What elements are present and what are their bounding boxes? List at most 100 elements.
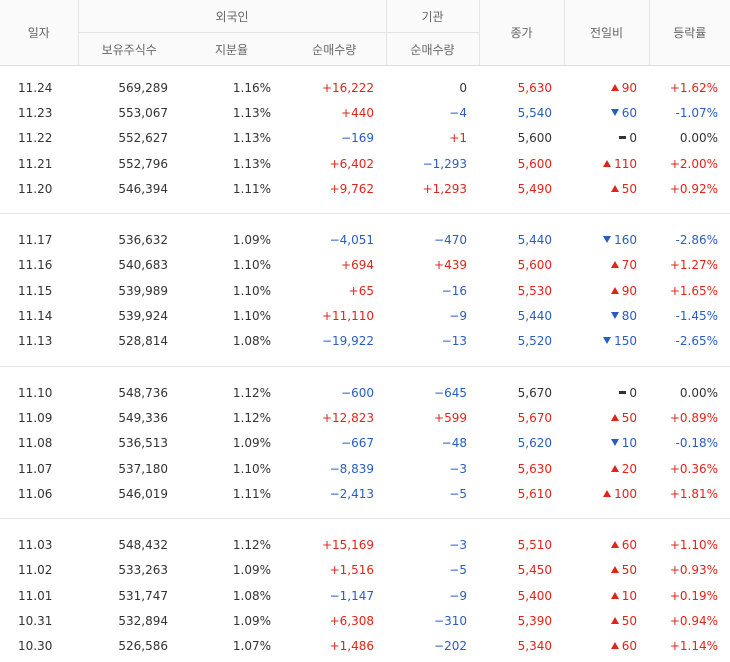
close-price-cell: 5,600: [517, 258, 552, 273]
institution-net-cell: −1,293: [422, 156, 467, 171]
header-rate: 등락률: [648, 0, 730, 66]
table-row: 11.06 546,019 1.11% −2,413 −5 5,610 100 +1.81%: [0, 481, 730, 506]
holdings-cell: 537,180: [118, 461, 168, 476]
date-cell: 11.21: [18, 156, 53, 171]
change-value: 70: [621, 258, 637, 273]
header-close: 종가: [478, 0, 564, 66]
up-arrow-icon: [610, 261, 619, 269]
close-price-cell: 5,630: [517, 461, 552, 476]
holdings-cell: 539,924: [118, 309, 168, 324]
change-value: 100: [614, 486, 637, 501]
change-cell: 150: [564, 329, 649, 354]
up-arrow-icon: [610, 184, 619, 192]
change-value: 110: [614, 156, 637, 171]
foreign-net-cell: +1,486: [329, 639, 374, 654]
rate-cell: +0.36%: [669, 461, 718, 476]
table-row: 11.24 569,289 1.16% +16,222 0 5,630 90 +1.62%: [0, 75, 730, 100]
table-row: 11.10 548,736 1.12% −600 −645 5,670 0 0.00%: [0, 380, 730, 405]
foreign-net-cell: −600: [341, 385, 374, 400]
foreign-net-cell: +15,169: [321, 538, 374, 553]
change-value: 20: [621, 461, 637, 476]
rate-cell: 0.00%: [679, 385, 718, 400]
header-institution: 기관: [385, 0, 479, 33]
holdings-cell: 552,627: [118, 131, 168, 146]
change-value: 60: [621, 538, 637, 553]
change-cell: 50: [564, 405, 649, 430]
change-cell: 60: [564, 634, 649, 659]
change-cell: 0: [564, 380, 649, 405]
share-ratio-cell: 1.08%: [232, 588, 271, 603]
foreign-net-cell: +65: [348, 283, 374, 298]
change-cell: 50: [564, 608, 649, 633]
share-ratio-cell: 1.16%: [232, 80, 271, 95]
table-header: 일자 외국인 기관 종가 전일비 등락률 보유주식수 지분율 순매수량 순매수량: [0, 0, 730, 66]
rate-cell: +1.14%: [669, 639, 718, 654]
rate-cell: -2.86%: [675, 233, 718, 248]
foreign-net-cell: +694: [341, 258, 374, 273]
share-ratio-cell: 1.12%: [232, 538, 271, 553]
foreign-net-cell: −8,839: [329, 461, 374, 476]
foreign-net-cell: −19,922: [321, 334, 374, 349]
institution-net-cell: −48: [441, 436, 467, 451]
date-cell: 11.15: [18, 283, 53, 298]
up-arrow-icon: [610, 83, 619, 91]
rate-cell: +1.10%: [669, 538, 718, 553]
rate-cell: +0.92%: [669, 181, 718, 196]
change-cell: 60: [564, 100, 649, 125]
foreign-net-cell: +440: [341, 105, 374, 120]
table-row: 11.20 546,394 1.11% +9,762 +1,293 5,490 50 +0.9…: [0, 176, 730, 201]
change-cell: 90: [564, 75, 649, 100]
change-value: 150: [614, 334, 637, 349]
date-cell: 11.06: [18, 486, 53, 501]
institution-net-cell: −3: [449, 538, 467, 553]
change-cell: 50: [564, 558, 649, 583]
close-price-cell: 5,670: [517, 385, 552, 400]
rate-cell: -1.45%: [675, 309, 718, 324]
foreign-net-cell: −1,147: [329, 588, 374, 603]
date-cell: 11.08: [18, 436, 53, 451]
rate-cell: +1.65%: [669, 283, 718, 298]
table-row: 11.09 549,336 1.12% +12,823 +599 5,670 50 +0.89…: [0, 405, 730, 430]
up-arrow-icon: [610, 464, 619, 472]
up-arrow-icon: [610, 642, 619, 650]
close-price-cell: 5,340: [517, 639, 552, 654]
institution-net-cell: −202: [434, 639, 467, 654]
change-cell: 90: [564, 278, 649, 303]
change-cell: 0: [564, 126, 649, 151]
rate-cell: +0.94%: [669, 613, 718, 628]
table-row: 11.22 552,627 1.13% −169 +1 5,600 0 0.00%: [0, 126, 730, 151]
date-cell: 11.03: [18, 538, 53, 553]
holdings-cell: 546,019: [118, 486, 168, 501]
close-price-cell: 5,670: [517, 410, 552, 425]
up-arrow-icon: [610, 591, 619, 599]
share-ratio-cell: 1.13%: [232, 131, 271, 146]
change-cell: 60: [564, 532, 649, 557]
up-arrow-icon: [603, 489, 612, 497]
institution-net-cell: −645: [434, 385, 467, 400]
foreign-net-cell: +12,823: [321, 410, 374, 425]
header-share-ratio: 지분율: [180, 32, 283, 66]
institution-net-cell: −4: [449, 105, 467, 120]
close-price-cell: 5,440: [517, 233, 552, 248]
table-row: 10.30 526,586 1.07% +1,486 −202 5,340 60 +1.14%: [0, 634, 730, 659]
institution-net-cell: −13: [441, 334, 467, 349]
up-arrow-icon: [610, 286, 619, 294]
foreign-net-cell: +9,762: [329, 181, 374, 196]
change-value: 160: [614, 233, 637, 248]
share-ratio-cell: 1.11%: [232, 181, 271, 196]
close-price-cell: 5,600: [517, 131, 552, 146]
table-row: 11.14 539,924 1.10% +11,110 −9 5,440 80 -1.45%: [0, 303, 730, 328]
change-value: 90: [621, 80, 637, 95]
foreign-net-cell: +11,110: [321, 309, 374, 324]
change-cell: 70: [564, 253, 649, 278]
institution-net-cell: −5: [449, 486, 467, 501]
share-ratio-cell: 1.11%: [232, 486, 271, 501]
change-value: 50: [621, 563, 637, 578]
rate-cell: 0.00%: [679, 131, 718, 146]
up-arrow-icon: [610, 541, 619, 549]
share-ratio-cell: 1.09%: [232, 436, 271, 451]
close-price-cell: 5,510: [517, 538, 552, 553]
change-cell: 110: [564, 151, 649, 176]
change-cell: 10: [564, 431, 649, 456]
